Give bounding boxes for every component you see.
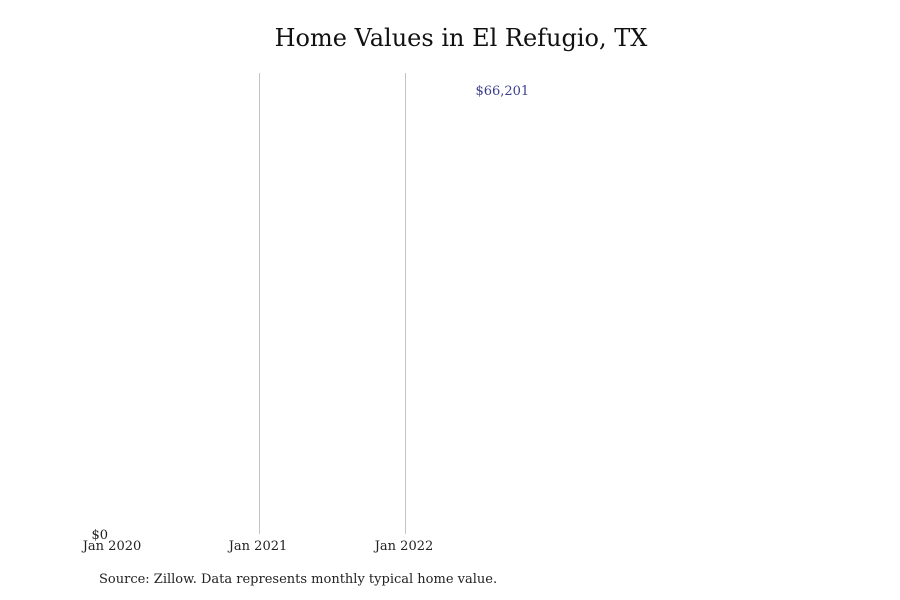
y-axis-ticks: $0 (91, 528, 108, 543)
x-axis-ticks: Jan 2020 Jan 2021 Jan 2022 (81, 539, 434, 554)
y-tick-label: $0 (91, 528, 108, 543)
x-tick-label: Jan 2021 (227, 539, 288, 554)
x-tick-label: Jan 2020 (81, 539, 142, 554)
x-gridlines (259, 73, 406, 534)
source-note: Source: Zillow. Data represents monthly … (99, 572, 498, 587)
data-label: $66,201 (475, 84, 529, 99)
data-marks: $66,201 (475, 84, 529, 99)
x-tick-label: Jan 2022 (373, 539, 434, 554)
chart-title: Home Values in El Refugio, TX (274, 24, 648, 52)
